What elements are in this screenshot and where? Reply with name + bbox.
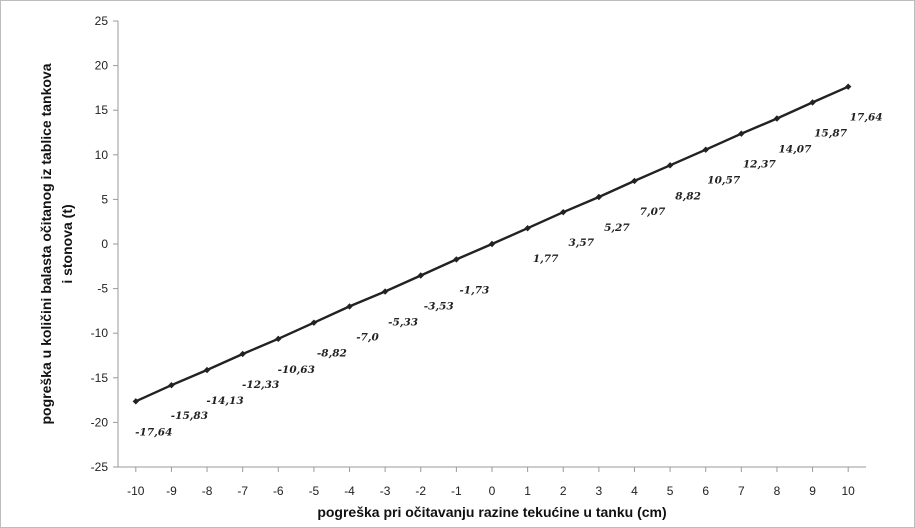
data-label: 14,07	[779, 143, 813, 155]
data-label: 12,37	[743, 159, 777, 171]
data-point	[666, 162, 674, 169]
data-point	[132, 398, 140, 405]
data-label: -12,33	[242, 379, 279, 391]
y-tick-label: -25	[91, 460, 109, 474]
data-point	[310, 319, 318, 326]
x-tick-label: 9	[809, 484, 816, 498]
data-point	[275, 335, 282, 343]
data-label: 1,77	[533, 253, 559, 265]
y-tick-label: 0	[101, 237, 108, 251]
x-tick-label: -8	[202, 484, 213, 498]
data-label: 7,07	[640, 206, 666, 218]
x-tick-label: -7	[237, 484, 248, 498]
data-point	[453, 256, 460, 263]
x-tick-label: 7	[738, 484, 745, 498]
data-label: 8,82	[675, 190, 701, 202]
y-tick-label: -20	[91, 415, 109, 429]
data-label: -15,83	[171, 410, 208, 422]
y-tick-label: 5	[101, 192, 108, 206]
y-tick-label: -10	[91, 326, 109, 340]
x-tick-label: 5	[667, 484, 674, 498]
data-point	[844, 83, 852, 90]
data-point	[203, 366, 211, 374]
data-label: 5,27	[604, 222, 630, 234]
data-point	[488, 240, 496, 248]
x-tick-label: 2	[560, 484, 567, 498]
data-label: 17,64	[850, 112, 883, 124]
data-point	[560, 208, 567, 216]
data-point	[809, 99, 816, 106]
data-point	[168, 382, 175, 389]
data-point	[738, 130, 745, 137]
x-ticks: -10 -9 -8 -7 -6 -5 -4 -3 -2 -1 0 1 2 3 4 5 6 7 8 9 10	[127, 467, 855, 498]
data-label: -14,13	[206, 395, 243, 407]
data-point	[773, 115, 781, 122]
data-point	[702, 146, 709, 153]
x-tick-label: -5	[309, 484, 320, 498]
x-tick-label: 10	[842, 484, 856, 498]
data-markers	[132, 83, 852, 405]
data-point	[417, 272, 424, 279]
x-tick-label: -3	[380, 484, 391, 498]
y-tick-label: 15	[95, 103, 109, 117]
x-tick-label: -9	[166, 484, 177, 498]
data-label: -5,33	[388, 317, 418, 329]
y-tick-label: -15	[91, 371, 109, 385]
data-point	[524, 225, 531, 232]
x-tick-label: -4	[344, 484, 355, 498]
y-ticks: 25 20 15 10 5 0 -5 -10 -15 -20 -25	[91, 14, 118, 474]
data-point	[631, 177, 638, 185]
x-tick-label: 8	[774, 484, 781, 498]
x-tick-label: 0	[489, 484, 496, 498]
y-tick-label: -5	[97, 282, 108, 296]
y-tick-label: 25	[95, 14, 109, 28]
y-axis-title-line1: pogreška u količini balasta očitanog iz …	[38, 63, 54, 424]
x-tick-label: -1	[451, 484, 462, 498]
y-tick-label: 20	[95, 59, 109, 73]
x-tick-label: -2	[415, 484, 426, 498]
x-tick-label: 4	[631, 484, 638, 498]
data-point	[346, 303, 353, 310]
data-label: -17,64	[135, 426, 172, 438]
y-axis-title-line2: i stonova (t)	[59, 204, 75, 283]
x-tick-label: -10	[127, 484, 145, 498]
data-label: -10,63	[278, 364, 315, 376]
data-point	[595, 193, 603, 201]
y-tick-label: 10	[95, 148, 109, 162]
x-tick-label: -6	[273, 484, 284, 498]
data-label: 15,87	[814, 127, 848, 139]
x-tick-label: 3	[596, 484, 603, 498]
x-tick-label: 6	[702, 484, 709, 498]
data-label: -7,0	[356, 331, 379, 343]
x-axis-title: pogreška pri očitavanju razine tekućine …	[317, 504, 666, 520]
data-point	[239, 350, 246, 358]
data-point	[381, 288, 389, 295]
data-label: -1,73	[459, 284, 489, 296]
data-label: 3,57	[568, 237, 594, 249]
data-label: 10,57	[707, 175, 741, 187]
data-labels: -17,64-15,83-14,13-12,33-10,63-8,82-7,0-…	[135, 112, 882, 439]
data-label: -3,53	[424, 300, 454, 312]
data-label: -8,82	[317, 348, 347, 360]
x-tick-label: 1	[524, 484, 531, 498]
